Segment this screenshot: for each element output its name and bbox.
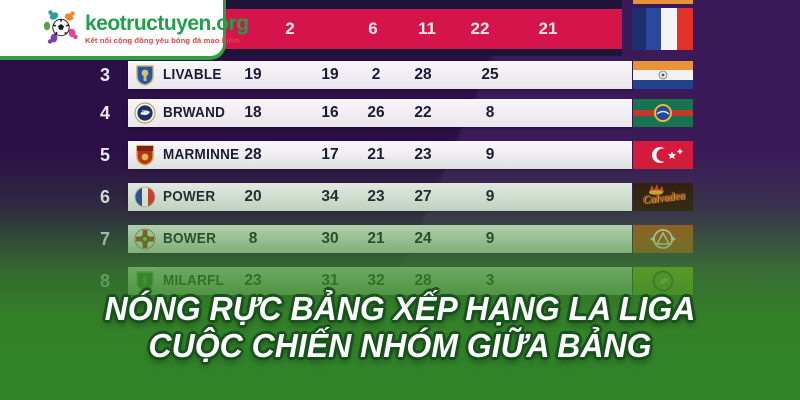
stat-value: 17 [321, 146, 339, 163]
stat-value: 27 [414, 188, 432, 205]
stat-value: 6 [368, 19, 378, 38]
red-crescent-flag-icon [633, 141, 693, 169]
rank-number: 3 [99, 65, 110, 85]
stat-value: 34 [321, 188, 339, 205]
caption-title: NÓNG RỰC BẢNG XẾP HẠNG LA LIGA CUỘC CHIẾ… [12, 290, 788, 364]
flag-band [646, 8, 661, 50]
team-name: BOWER [163, 230, 217, 247]
stat-value: 24 [414, 230, 432, 247]
site-logo-card[interactable]: keotructuyen.org Kết nối cộng đồng yêu b… [0, 0, 249, 60]
stat-value: 28 [244, 146, 262, 163]
table-row: 3 LIVABLE 19 19 2 28 25 [90, 61, 693, 89]
stat-value: 28 [414, 66, 432, 83]
stat-value: 8 [485, 104, 495, 121]
row-bar: MARMINNE 28 17 21 23 9 [128, 141, 632, 169]
france-roundel-crest-icon [134, 186, 156, 208]
row-bar: LIVABLE 19 19 2 28 25 [128, 61, 632, 89]
flag-band [677, 8, 693, 50]
stat-value: 9 [485, 146, 495, 163]
green-shield-crest-icon [136, 271, 154, 292]
stat-value: 26 [367, 104, 385, 121]
stat-value: 22 [470, 19, 490, 38]
rank-number: 7 [99, 229, 110, 249]
table-row: 6 POWER 20 34 23 27 9 Calvad [90, 183, 693, 211]
caption-line-2: CUỘC CHIẾN NHÓM GIỮA BẢNG [148, 327, 652, 364]
stat-value: 21 [367, 146, 385, 163]
stat-value: 11 [418, 19, 436, 38]
logo-text-block: keotructuyen.org Kết nối cộng đồng yêu b… [85, 12, 249, 45]
stat-value: 19 [244, 66, 262, 83]
row-bar: BRWAND 18 16 26 22 8 [128, 99, 632, 127]
table-row: 7 BOWER 8 30 21 24 9 [90, 225, 693, 253]
stat-value: 25 [481, 66, 499, 83]
site-name: keotructuyen.org [85, 11, 249, 35]
stat-value: 9 [485, 230, 495, 247]
france-flag-icon [632, 8, 693, 50]
stat-value: 21 [538, 19, 558, 38]
team-name: LIVABLE [163, 66, 222, 83]
stat-value: 8 [248, 230, 258, 247]
orange-white-blue-flag-icon [633, 61, 693, 89]
flag-band [661, 8, 677, 50]
blue-shield-crest-icon [136, 65, 154, 86]
row1-flag-fragment [633, 0, 693, 4]
team-name: MARMINNE [163, 146, 240, 163]
stat-value: 20 [244, 188, 262, 205]
rooster-script-pennant-icon: Calvadea [633, 183, 693, 211]
team-name: BRWAND [163, 104, 226, 121]
team-name: POWER [163, 188, 216, 205]
rank-number: 6 [99, 187, 110, 207]
stat-value: 19 [321, 66, 339, 83]
stat-value: 22 [414, 104, 432, 121]
navy-globe-crest-icon [134, 102, 156, 124]
stat-value: 23 [414, 146, 432, 163]
table-row: 4 BRWAND 18 16 26 22 8 [90, 99, 693, 127]
soccer-ball-community-icon [43, 10, 78, 44]
flag-band [632, 8, 646, 50]
winged-badge-flag-icon [633, 225, 693, 253]
stat-value: 21 [367, 230, 385, 247]
site-tagline: Kết nối cộng đồng yêu bóng đá mạo hiểm [85, 35, 240, 45]
rank-number: 5 [99, 145, 110, 165]
table-row: 5 MARMINNE 28 17 21 23 9 [90, 141, 693, 169]
stat-value: 9 [485, 188, 495, 205]
row-bar: POWER 20 34 23 27 9 [128, 183, 632, 211]
stat-value: 16 [321, 104, 339, 121]
stat-value: 18 [244, 104, 262, 121]
stat-value: 23 [367, 188, 385, 205]
green-globe-flag-icon [633, 99, 693, 127]
stat-value: 30 [321, 230, 339, 247]
caption-line-1: NÓNG RỰC BẢNG XẾP HẠNG LA LIGA [104, 290, 696, 327]
row-bar: BOWER 8 30 21 24 9 [128, 225, 632, 253]
rank-number: 4 [99, 103, 110, 123]
red-shield-crest-icon [136, 145, 154, 166]
stat-value: 2 [371, 66, 381, 83]
stat-value: 2 [285, 19, 295, 38]
cross-roundel-crest-icon [134, 228, 156, 250]
